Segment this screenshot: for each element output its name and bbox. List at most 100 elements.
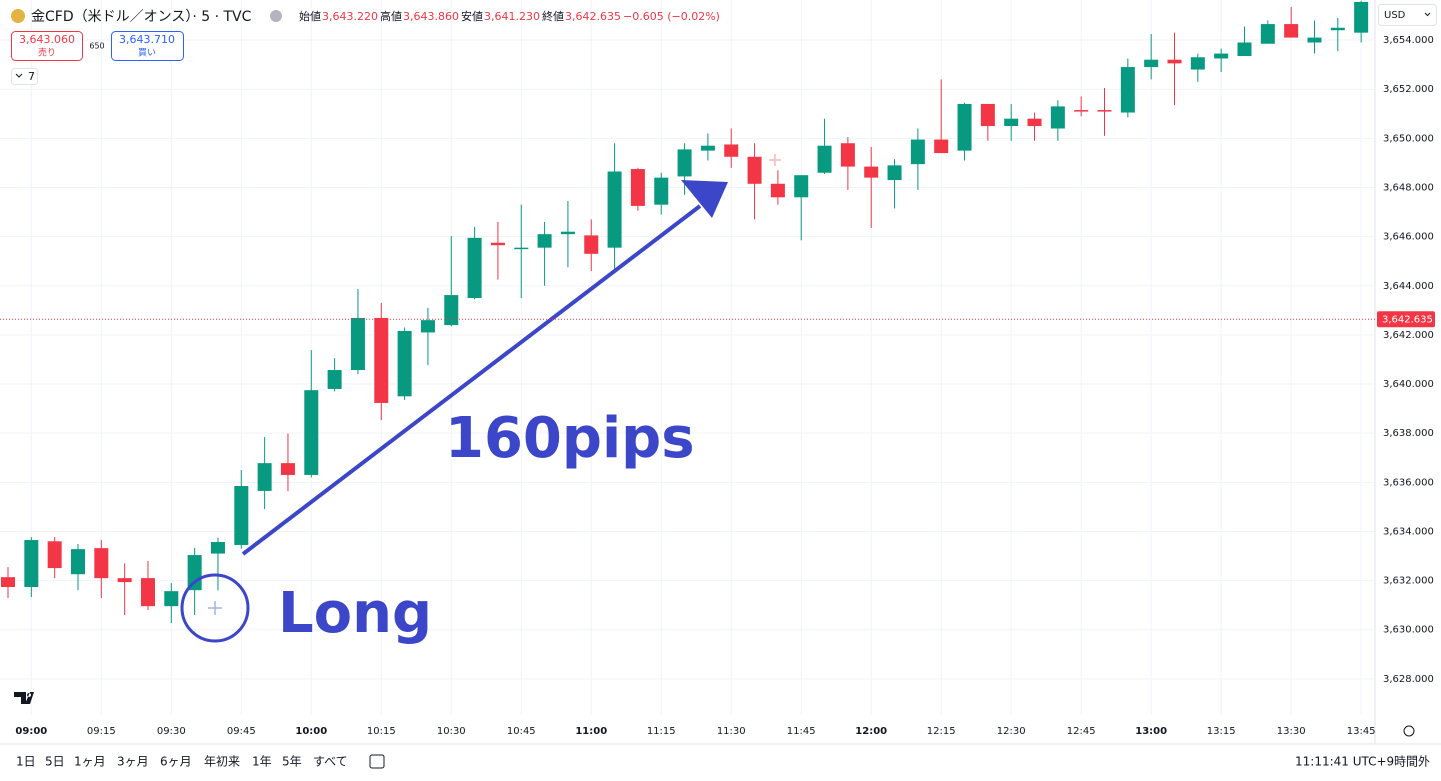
candle-body — [1027, 118, 1042, 127]
candle-body — [24, 540, 39, 587]
calendar-icon[interactable] — [369, 754, 385, 769]
candle-body — [1284, 24, 1299, 38]
candle-body — [514, 247, 529, 250]
candle-body — [1237, 42, 1252, 57]
sell-button[interactable] — [11, 31, 83, 61]
x-tick-label: 13:15 — [1207, 726, 1236, 737]
candle-body — [257, 463, 272, 491]
range-button[interactable]: 1年 — [252, 755, 272, 769]
y-tick-label: 3,646.000 — [1383, 232, 1434, 243]
candle-body — [910, 139, 925, 165]
candle-body — [47, 541, 62, 569]
candle-body — [187, 555, 202, 591]
range-button[interactable]: すべて — [313, 755, 348, 769]
candle-body — [957, 103, 972, 151]
x-tick-label: 10:45 — [507, 726, 536, 737]
range-button[interactable]: 1日 — [16, 755, 36, 769]
low-label: 安値 — [461, 9, 483, 23]
candle-body — [304, 390, 319, 475]
indicators-button[interactable] — [11, 68, 38, 85]
x-tick-label: 10:15 — [367, 726, 396, 737]
candle-body — [1144, 59, 1159, 68]
close-label: 終値 — [542, 9, 564, 23]
y-tick-label: 3,630.000 — [1383, 625, 1434, 636]
y-tick-label: 3,640.000 — [1383, 379, 1434, 390]
candle-body — [1260, 24, 1275, 44]
x-tick-label: 11:45 — [787, 726, 816, 737]
y-tick-label: 3,642.000 — [1383, 330, 1434, 341]
candle-body — [934, 139, 949, 154]
candle-body — [70, 549, 85, 575]
candle-body — [794, 175, 809, 198]
open-value: 3,643.220 — [322, 10, 378, 23]
candle-body — [747, 156, 762, 184]
range-button[interactable]: 6ヶ月 — [160, 755, 192, 769]
logo[interactable] — [14, 692, 34, 704]
clock: 11:11:41 UTC+9 — [1295, 755, 1394, 769]
entry-circle — [180, 573, 250, 643]
annotation: Long — [278, 581, 432, 646]
candle-body — [1307, 37, 1322, 43]
arrow-line — [241, 204, 702, 556]
x-tick-label: 09:45 — [227, 726, 256, 737]
close-value: 3,642.635 — [565, 10, 621, 23]
buy-button[interactable] — [111, 31, 184, 61]
session[interactable]: 時間外 — [1394, 755, 1430, 769]
symbol-icon — [11, 9, 25, 23]
candle-body — [1214, 53, 1229, 59]
toolbar: 1日 5日 1ヶ月 3ヶ月 6ヶ月 年初来 1年 5年 すべて — [16, 755, 348, 769]
sell-label: 売り — [38, 47, 56, 59]
candle-body — [1120, 67, 1135, 113]
range-button[interactable]: 3ヶ月 — [117, 755, 149, 769]
candle-body — [724, 144, 739, 157]
x-tick-label: 12:45 — [1067, 726, 1096, 737]
candles — [1, 0, 1369, 624]
candle-body — [887, 165, 902, 181]
y-tick-label: 3,650.000 — [1383, 133, 1434, 144]
settings-icon[interactable] — [1403, 725, 1415, 737]
arrow-head — [681, 180, 728, 218]
high-value: 3,643.860 — [403, 10, 459, 23]
low-value: 3,641.230 — [484, 10, 540, 23]
annotation: 160pips — [445, 406, 695, 471]
x-tick-label: 11:30 — [717, 726, 746, 737]
candle-body — [1, 577, 15, 587]
spread: 650 — [89, 42, 104, 51]
collapse-button[interactable] — [270, 10, 282, 22]
candle-body — [1167, 59, 1182, 64]
sell-price: 3,643.060 — [19, 33, 75, 46]
candle-body — [234, 486, 249, 545]
currency: USD — [1384, 10, 1406, 21]
candle-body — [537, 234, 552, 248]
high-label: 高値 — [380, 9, 402, 23]
range-button[interactable]: 5年 — [282, 755, 302, 769]
y-tick-label: 3,654.000 — [1383, 35, 1434, 46]
candle-body — [280, 463, 295, 475]
y-tick-label: 3,652.000 — [1383, 84, 1434, 95]
candle-body — [467, 237, 482, 299]
range-button[interactable]: 1ヶ月 — [74, 755, 106, 769]
candle-body — [444, 295, 459, 326]
y-tick-label: 3,636.000 — [1383, 477, 1434, 488]
currency-button[interactable] — [1378, 4, 1437, 26]
symbol[interactable]: 金CFD（米ドル／オンス）· 5 · TVC — [31, 9, 252, 25]
marker — [769, 154, 781, 166]
range-button[interactable]: 5日 — [45, 755, 65, 769]
y-tick-label: 3,638.000 — [1383, 428, 1434, 439]
candle-body — [350, 317, 365, 371]
x-tick-label: 11:00 — [575, 726, 607, 737]
y-tick-label: 3,648.000 — [1383, 182, 1434, 193]
candle-body — [840, 143, 855, 167]
candle-body — [490, 242, 505, 246]
candle-body — [1190, 57, 1205, 70]
candle-body — [1004, 118, 1019, 127]
candle-body — [94, 548, 109, 579]
x-tick-label: 10:00 — [295, 726, 327, 737]
x-tick-label: 12:15 — [927, 726, 956, 737]
candle-body — [397, 330, 412, 397]
candle-body — [117, 578, 132, 583]
x-tick-label: 13:45 — [1347, 726, 1376, 737]
range-button[interactable]: 年初来 — [204, 755, 240, 769]
candle-body — [980, 103, 995, 127]
